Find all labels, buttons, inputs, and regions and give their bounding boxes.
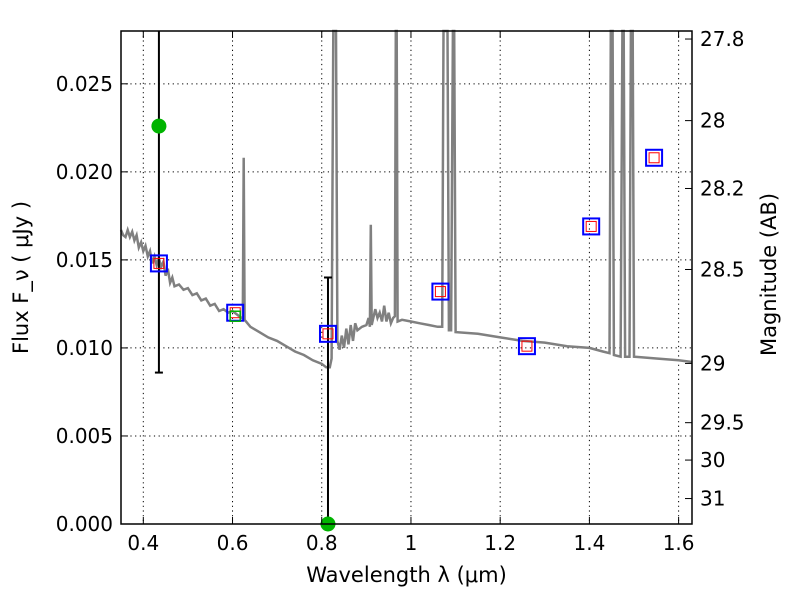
magnitude-tick-label: 27.8	[700, 27, 745, 51]
errorbars	[154, 31, 332, 524]
x-tick-label: 0.4	[127, 531, 159, 555]
y-axis-title: Flux F_ν ( μJy )	[9, 201, 34, 354]
magnitude-tick-label: 29	[700, 351, 725, 375]
observed-flux-point	[229, 310, 241, 322]
magnitude-tick-label: 30	[700, 448, 725, 472]
model-flux-marker	[517, 337, 536, 356]
model-flux-inner-marker	[585, 220, 597, 232]
model-flux-inner-marker	[153, 257, 165, 269]
x-tick-label: 0.6	[217, 531, 249, 555]
model-flux-inner-marker	[648, 152, 660, 164]
x-tick-label: 1.2	[484, 531, 516, 555]
x-tick-label: 1.6	[663, 531, 695, 555]
model-flux-marker	[318, 324, 337, 343]
x-axis: 0.4 0.6 0.8 1 1.2 1.4 1.6	[127, 31, 695, 555]
model-flux-marker	[431, 282, 450, 301]
magnitude-tick-label: 28	[700, 109, 725, 133]
model-flux-inner-marker	[521, 340, 533, 352]
y-tick-label: 0.000	[56, 512, 113, 536]
y2-axis-title: Magnitude (AB)	[757, 193, 781, 356]
observed-flux-point	[151, 118, 167, 134]
y-tick-label: 0.015	[56, 248, 113, 272]
x-tick-label: 1	[405, 531, 418, 555]
x-axis-title: Wavelength λ (μm)	[306, 563, 507, 587]
magnitude-tick-label: 29.5	[700, 411, 745, 435]
magnitude-tick-label: 28.2	[700, 176, 745, 200]
x-tick-label: 1.4	[573, 531, 605, 555]
model-flux-inner-marker	[322, 328, 334, 340]
model-flux-marker	[645, 148, 664, 167]
model-points	[149, 148, 664, 356]
x-tick-label: 0.8	[306, 531, 338, 555]
grid-lines	[121, 31, 692, 525]
y-axis-magnitude: 27.8 28 28.2 28.5 29 29.5 30 31	[685, 27, 745, 511]
magnitude-tick-label: 31	[700, 487, 725, 511]
plot-frame	[120, 30, 693, 525]
magnitude-tick-label: 28.5	[700, 257, 745, 281]
model-flux-marker	[149, 254, 168, 273]
y-tick-label: 0.025	[56, 72, 113, 96]
y-axis-flux: 0.000 0.005 0.010 0.015 0.020 0.025	[56, 72, 128, 536]
model-flux-inner-marker	[434, 286, 446, 298]
model-spectrum-line	[119, 29, 693, 369]
y-tick-label: 0.005	[56, 424, 113, 448]
y-tick-label: 0.020	[56, 160, 113, 184]
model-flux-marker	[582, 217, 601, 236]
y-tick-label: 0.010	[56, 336, 113, 360]
